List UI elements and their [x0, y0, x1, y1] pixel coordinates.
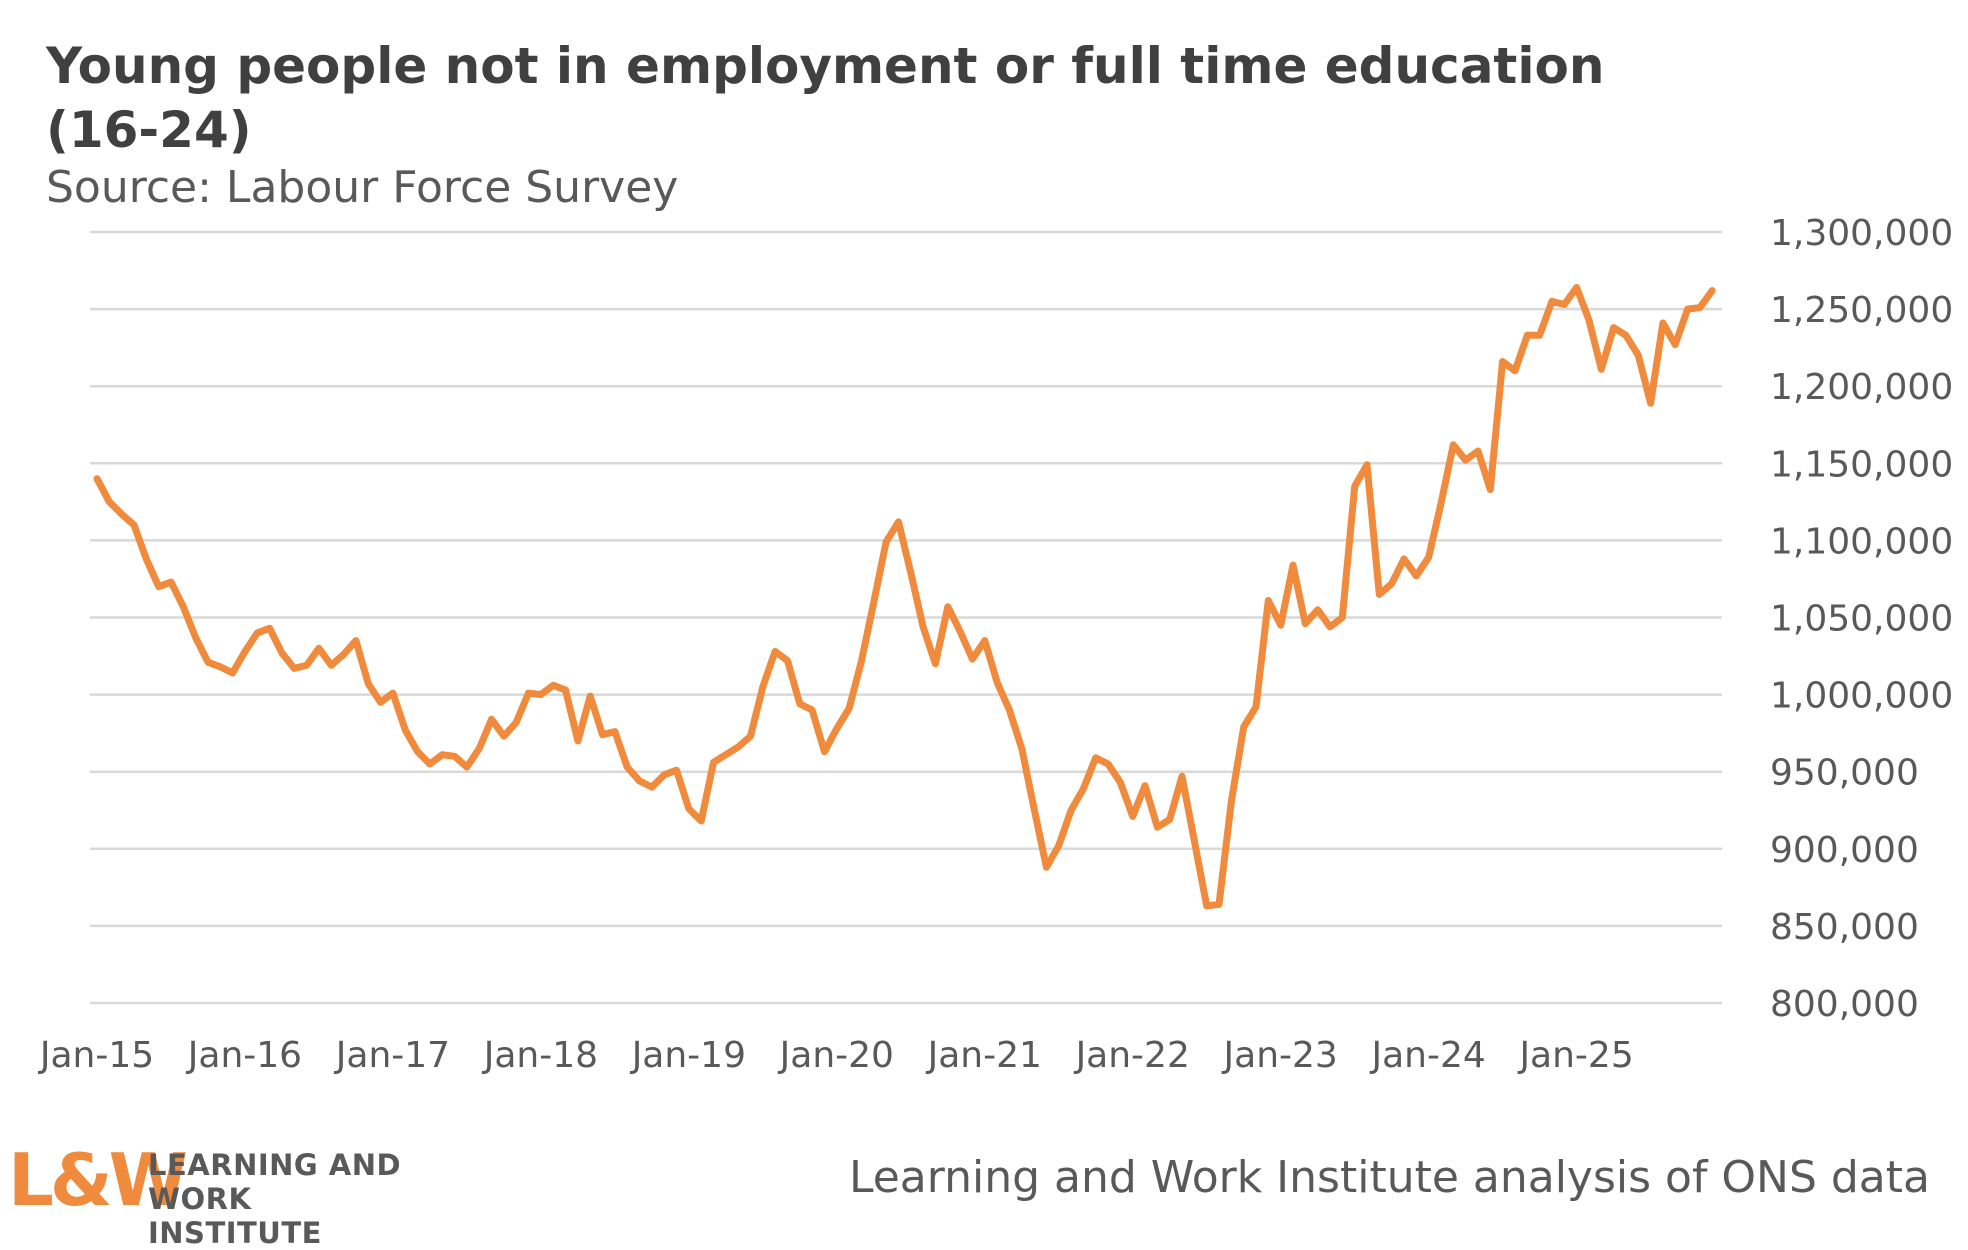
x-tick-label: Jan-24	[1369, 1035, 1485, 1076]
y-tick-label: 950,000	[1770, 753, 1919, 794]
y-axis-tick-labels: 1,300,000 1,250,000 1,200,000 1,150,000 1,10…	[1770, 213, 1953, 1025]
logo-line-1: LEARNING AND	[148, 1148, 402, 1182]
x-tick-label: Jan-17	[334, 1035, 450, 1076]
y-tick-label: 1,150,000	[1770, 444, 1953, 485]
x-tick-label: Jan-22	[1074, 1035, 1190, 1076]
y-tick-label: 1,000,000	[1770, 676, 1953, 717]
series-layer	[93, 284, 1716, 910]
y-tick-label: 800,000	[1770, 984, 1919, 1025]
y-tick-label: 1,200,000	[1770, 367, 1953, 408]
y-tick-label: 1,050,000	[1770, 599, 1953, 640]
x-tick-label: Jan-21	[926, 1035, 1042, 1076]
y-tick-label: 1,300,000	[1770, 213, 1953, 254]
y-tick-label: 900,000	[1770, 830, 1919, 871]
chart-subtitle: Source: Labour Force Survey	[46, 162, 679, 213]
logo-line-2: WORK INSTITUTE	[148, 1182, 322, 1250]
logo-mark: L&W	[8, 1138, 188, 1222]
x-tick-label: Jan-20	[778, 1035, 894, 1076]
y-tick-label: 1,250,000	[1770, 290, 1953, 331]
neet-series-line	[93, 284, 1716, 910]
y-tick-label: 1,100,000	[1770, 521, 1953, 562]
x-tick-label: Jan-16	[186, 1035, 302, 1076]
line-chart: 1,300,000 1,250,000 1,200,000 1,150,000 1,10…	[38, 213, 1953, 1076]
source-credit: Learning and Work Institute analysis of …	[849, 1152, 1930, 1203]
x-tick-label: Jan-19	[630, 1035, 746, 1076]
x-tick-label: Jan-18	[482, 1035, 598, 1076]
x-tick-label: Jan-23	[1222, 1035, 1338, 1076]
x-tick-label: Jan-25	[1517, 1035, 1633, 1076]
y-tick-label: 850,000	[1770, 907, 1919, 948]
learning-and-work-logo: L&W LEARNING AND WORK INSTITUTE	[8, 1138, 428, 1250]
x-tick-label: Jan-15	[38, 1035, 154, 1076]
chart-title: Young people not in employment or full t…	[46, 37, 1605, 159]
gridlines	[90, 230, 1722, 1005]
logo-text: LEARNING AND WORK INSTITUTE	[148, 1148, 428, 1250]
x-axis-tick-labels: Jan-15 Jan-16 Jan-17 Jan-18 Jan-19 Jan-20 Jan-…	[38, 1035, 1634, 1076]
